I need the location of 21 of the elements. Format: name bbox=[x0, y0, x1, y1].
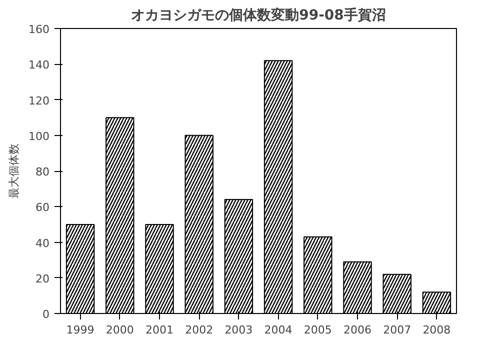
x-tick-label: 2005 bbox=[304, 324, 332, 336]
y-tick-label: 80 bbox=[36, 166, 50, 178]
y-tick-label: 140 bbox=[28, 58, 50, 72]
chart-title: オカヨシガモの個体数変動99-08手賀沼 bbox=[131, 6, 386, 24]
x-tick-label: 2004 bbox=[264, 324, 292, 336]
y-tick-label: 100 bbox=[28, 130, 50, 143]
x-tick-label: 2002 bbox=[185, 324, 214, 336]
x-tick-label: 2003 bbox=[224, 324, 253, 336]
x-tick-label: 1999 bbox=[66, 324, 94, 336]
y-tick-label: 0 bbox=[42, 308, 50, 321]
y-tick-label: 40 bbox=[36, 236, 50, 250]
y-axis-title: 最大個体数 bbox=[8, 144, 21, 198]
x-tick-label: 2000 bbox=[106, 324, 134, 336]
x-tick-label: 2006 bbox=[344, 324, 372, 336]
x-tick-label: 2001 bbox=[146, 324, 174, 336]
x-tick-label: 2008 bbox=[422, 324, 451, 336]
y-tick-label: 120 bbox=[28, 94, 50, 108]
y-tick-label: 20 bbox=[36, 272, 50, 286]
y-tick-label: 60 bbox=[36, 201, 50, 214]
y-tick-label: 160 bbox=[28, 23, 50, 36]
x-tick-label: 2007 bbox=[383, 324, 412, 336]
